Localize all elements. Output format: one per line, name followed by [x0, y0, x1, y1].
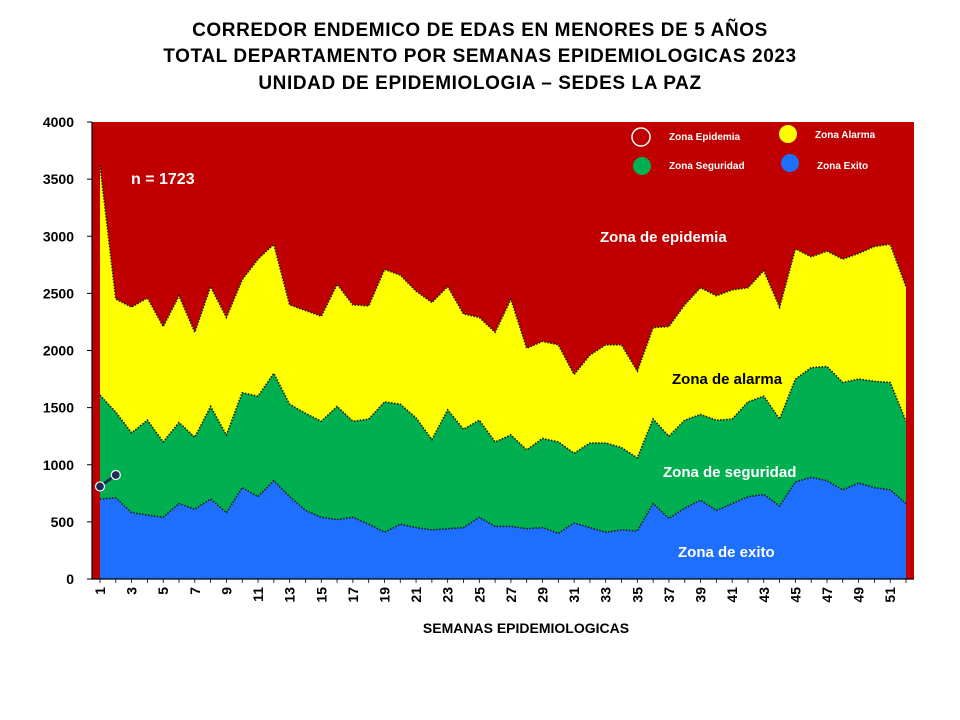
legend-marker-exito — [781, 154, 799, 172]
y-tick-label: 3500 — [43, 171, 74, 187]
y-tick-label: 1500 — [43, 400, 74, 416]
x-tick-label: 25 — [471, 587, 487, 603]
legend-label-epidemia: Zona Epidemia — [669, 132, 741, 143]
legend: Zona Epidemia Zona Alarma Zona Seguridad… — [631, 125, 876, 175]
y-tick-label: 2000 — [43, 343, 74, 359]
x-tick-label: 9 — [218, 587, 234, 595]
x-tick-label: 23 — [440, 587, 456, 603]
legend-label-seguridad: Zona Seguridad — [669, 161, 745, 172]
x-tick-label: 33 — [598, 587, 614, 603]
boundary-zona-seguridad — [99, 365, 907, 460]
case-point — [94, 481, 106, 492]
zone-label-exito: Zona de exito — [678, 544, 775, 561]
x-tick-label: 37 — [661, 587, 677, 603]
x-tick-label: 47 — [819, 587, 835, 603]
zone-label-alarma: Zona de alarma — [672, 371, 783, 388]
x-tick-label: 39 — [693, 587, 709, 603]
chart-title-line-1: CORREDOR ENDEMICO DE EDAS EN MENORES DE … — [192, 20, 768, 41]
case-series — [94, 469, 121, 492]
x-tick-label: 21 — [408, 587, 424, 603]
y-tick-label: 0 — [66, 571, 74, 587]
x-tick-label: 41 — [724, 587, 740, 603]
x-tick-label: 17 — [345, 587, 361, 603]
zone-label-epidemia: Zona de epidemia — [600, 229, 727, 246]
chart-title-line-2: TOTAL DEPARTAMENTO POR SEMANAS EPIDEMIOL… — [163, 46, 797, 67]
x-tick-label: 15 — [313, 587, 329, 603]
legend-marker-alarma — [779, 125, 797, 143]
legend-label-alarma: Zona Alarma — [815, 130, 876, 141]
zone-areas — [92, 122, 914, 579]
y-axis-ticks: 0 500 1000 1500 2000 2500 3000 3500 4000 — [43, 114, 92, 587]
x-tick-label: 49 — [851, 587, 867, 603]
x-tick-label: 27 — [503, 587, 519, 603]
x-tick-label: 7 — [187, 587, 203, 595]
legend-label-exito: Zona Exito — [817, 161, 868, 172]
x-axis-ticks: 1 3 5 7 9 11 13 15 17 19 21 23 25 27 29 31 33 35 37 39 41 43 4… — [92, 579, 907, 603]
x-tick-label: 13 — [282, 587, 298, 603]
y-tick-label: 2500 — [43, 285, 74, 301]
x-tick-label: 5 — [155, 587, 171, 595]
x-axis-label: SEMANAS EPIDEMIOLOGICAS — [423, 620, 629, 636]
x-tick-label: 19 — [376, 587, 392, 603]
area-zona-exito — [100, 477, 906, 579]
boundary-zona-alarma — [99, 165, 907, 376]
y-tick-label: 4000 — [43, 114, 74, 130]
y-tick-label: 500 — [51, 514, 75, 530]
y-tick-label: 1000 — [43, 457, 74, 473]
x-tick-label: 11 — [250, 587, 266, 602]
x-tick-label: 51 — [882, 587, 898, 603]
x-tick-label: 45 — [787, 587, 803, 603]
legend-marker-epidemia — [631, 127, 651, 147]
legend-marker-seguridad — [633, 157, 651, 175]
x-tick-label: 1 — [92, 587, 108, 595]
boundary-zona-exito — [99, 476, 907, 535]
y-tick-label: 3000 — [43, 228, 74, 244]
x-tick-label: 3 — [124, 587, 140, 595]
x-tick-label: 43 — [756, 587, 772, 603]
x-tick-label: 35 — [629, 587, 645, 603]
x-tick-label: 31 — [566, 587, 582, 603]
zone-label-seguridad: Zona de seguridad — [663, 464, 796, 481]
case-point — [110, 469, 121, 481]
sample-size-annotation: n = 1723 — [131, 171, 195, 188]
x-tick-label: 29 — [535, 587, 551, 603]
chart-title-line-3: UNIDAD DE EPIDEMIOLOGIA – SEDES LA PAZ — [258, 73, 702, 94]
